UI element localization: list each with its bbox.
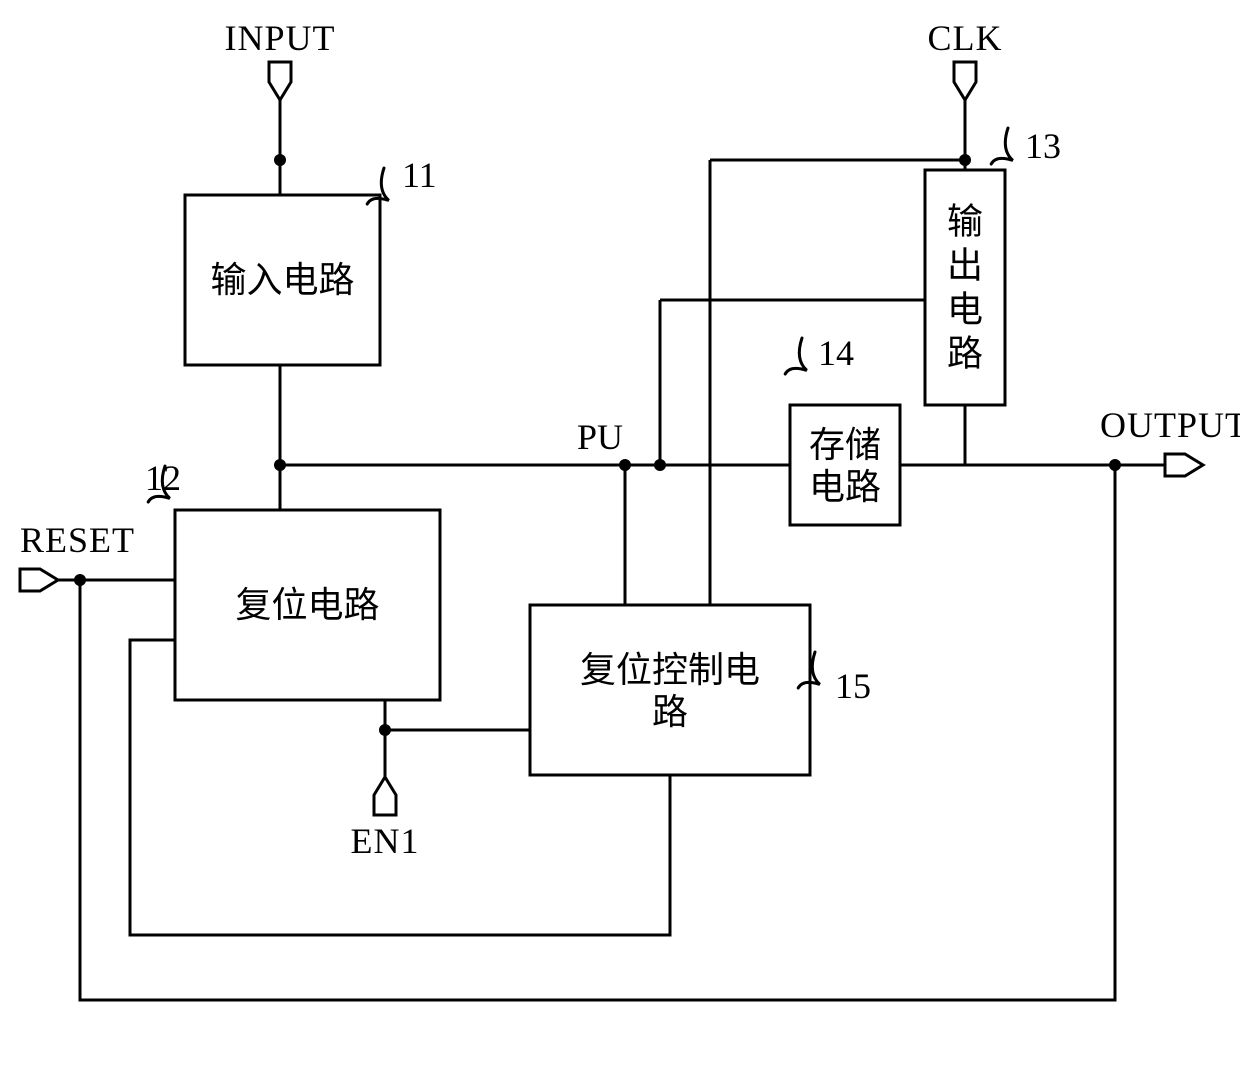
block-diagram: 输入电路11复位电路12输出电路13存储电路14复位控制电路15INPUTCLK…: [0, 0, 1240, 1068]
block-storage-circuit: [790, 405, 900, 525]
block-input-circuit-label: 输入电路: [210, 260, 354, 300]
ref-flag-11: [367, 168, 389, 204]
block-output-circuit-label: 出: [947, 246, 983, 286]
block-reset-ctrl-circuit-id: 15: [835, 666, 871, 706]
ref-flag-14: [785, 338, 807, 374]
wire-reset-feedback-outer: [80, 465, 1115, 1000]
port-reset-label: RESET: [20, 520, 135, 560]
block-output-circuit-label: 输: [947, 202, 983, 242]
block-output-circuit-id: 13: [1025, 126, 1061, 166]
port-output-label: OUTPUT: [1100, 405, 1240, 445]
block-reset-circuit-id: 12: [145, 458, 181, 498]
block-reset-ctrl-circuit: [530, 605, 810, 775]
port-input-label: INPUT: [225, 18, 336, 58]
block-storage-circuit-id: 14: [818, 333, 854, 373]
block-input-circuit-id: 11: [402, 155, 437, 195]
block-reset-ctrl-circuit-label2: 路: [652, 692, 688, 732]
block-reset-ctrl-circuit-label: 复位控制电: [580, 650, 760, 690]
block-output-circuit-label: 电: [947, 290, 983, 330]
block-output-circuit-label: 路: [947, 334, 983, 374]
block-storage-circuit-label: 存储: [809, 425, 881, 465]
block-reset-circuit-label: 复位电路: [235, 585, 379, 625]
ref-flag-13: [991, 128, 1013, 164]
node-pu-label: PU: [577, 417, 623, 457]
block-storage-circuit-label2: 电路: [809, 467, 881, 507]
port-en1-label: EN1: [351, 821, 420, 861]
port-clk-label: CLK: [928, 18, 1003, 58]
